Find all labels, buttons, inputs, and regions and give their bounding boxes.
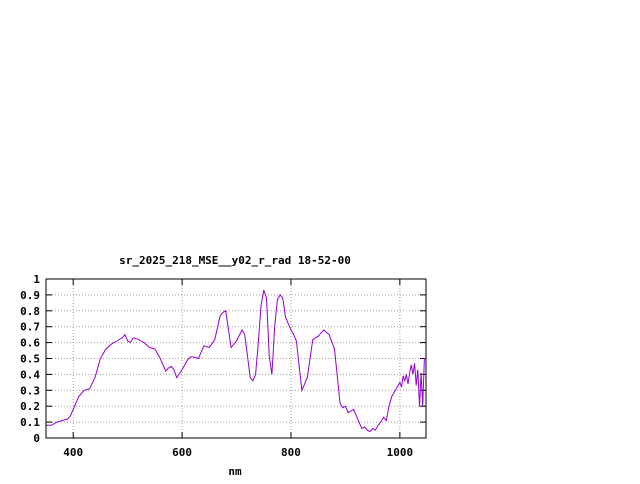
y-tick-label: 0.3	[20, 384, 40, 397]
y-tick-label: 0.7	[20, 321, 40, 334]
x-tick-label: 800	[281, 446, 301, 459]
series-line	[46, 289, 426, 433]
x-tick-label: 1000	[387, 446, 414, 459]
y-tick-label: 0	[33, 432, 40, 445]
plot-frame	[45, 278, 427, 439]
y-tick-label: 0.1	[20, 416, 40, 429]
axis-ticks: 0 0.1 0.2 0.3 0.4 0.5 0.6 0.7 0.8 0.9 1 400 600 800 10…	[20, 273, 426, 459]
y-tick-label: 0.4	[20, 368, 40, 381]
y-tick-label: 0.6	[20, 337, 40, 350]
y-tick-label: 1	[33, 273, 40, 286]
series-layer	[46, 289, 426, 433]
y-tick-label: 0.8	[20, 305, 40, 318]
grid-lines	[46, 278, 426, 439]
x-axis-label: nm	[228, 465, 242, 478]
x-tick-label: 600	[172, 446, 192, 459]
x-tick-label: 400	[63, 446, 83, 459]
y-tick-label: 0.9	[20, 289, 40, 302]
y-tick-label: 0.5	[20, 353, 40, 366]
chart-title: sr_2025_218_MSE__y02_r_rad 18-52-00	[119, 254, 351, 267]
y-tick-label: 0.2	[20, 400, 40, 413]
